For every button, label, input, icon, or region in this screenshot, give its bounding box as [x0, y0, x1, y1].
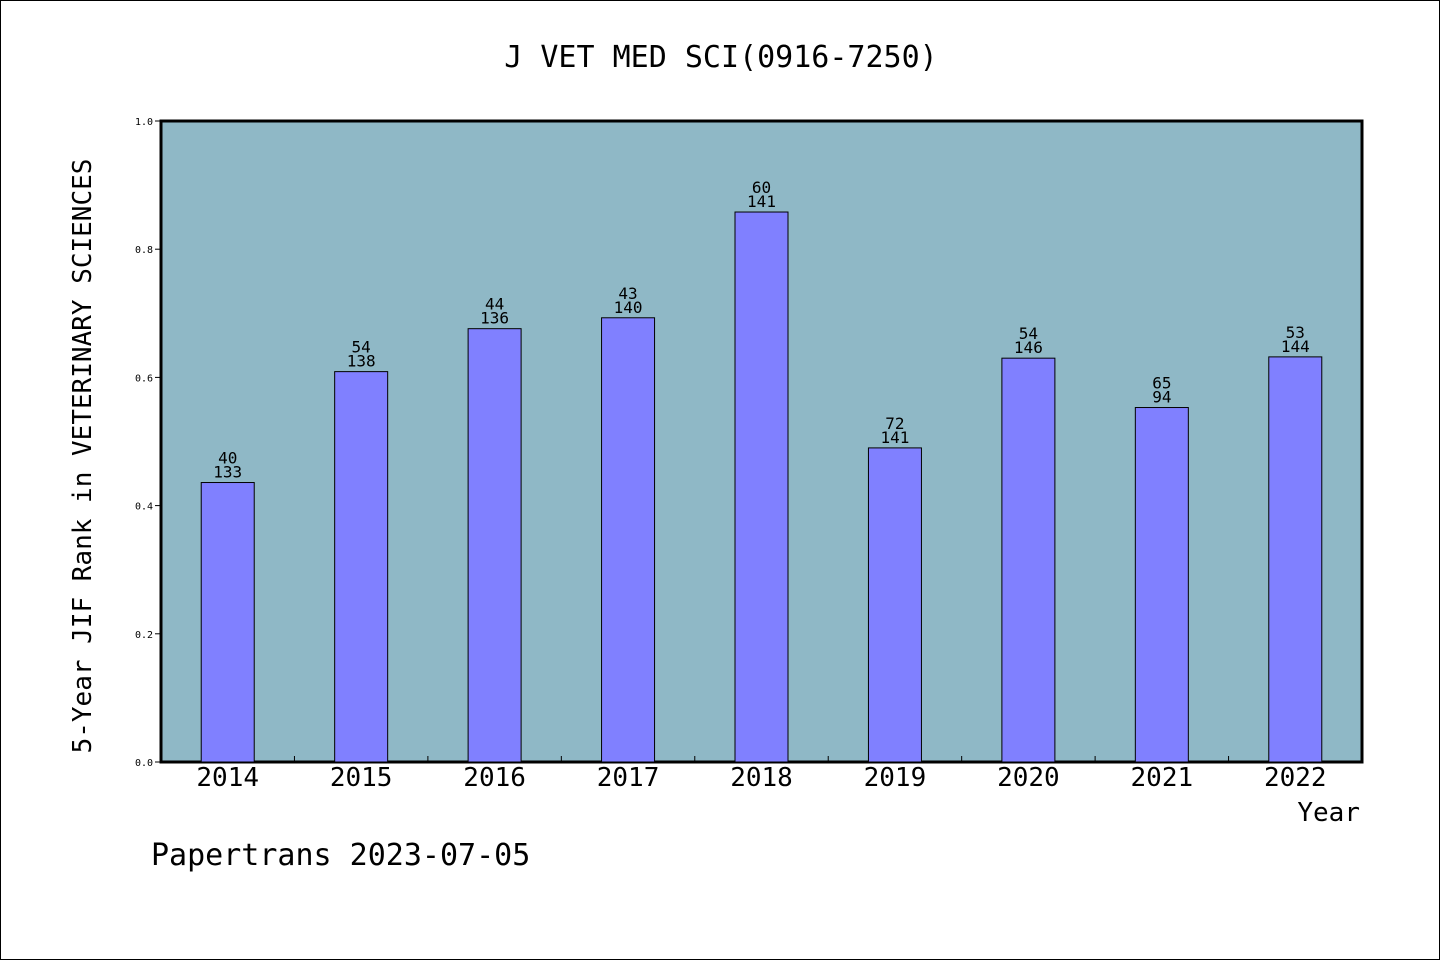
bar-total-label: 141	[747, 192, 776, 211]
footer-text: Papertrans 2023-07-05	[151, 838, 530, 873]
x-axis-label: Year	[1297, 798, 1360, 828]
bar-rank-label: 53	[1286, 323, 1305, 342]
bar-2020	[1001, 357, 1056, 763]
bar-2015	[334, 371, 389, 763]
bar-rank-label: 72	[885, 414, 904, 433]
x-tick-label: 2014	[196, 763, 259, 793]
bar-2021	[1134, 407, 1189, 763]
bar-total-label: 141	[880, 428, 909, 447]
x-tick-label: 2018	[730, 763, 793, 793]
bar-total-label: 138	[347, 352, 376, 371]
bar-rank-label: 54	[1019, 324, 1038, 343]
y-tick-label: 0.0	[135, 758, 153, 769]
x-tick-label: 2016	[463, 763, 526, 793]
bar-rank-label: 54	[352, 338, 371, 357]
y-tick-label: 1.0	[135, 117, 153, 128]
chart-title: J VET MED SCI(0916-7250)	[504, 40, 937, 75]
bar-2014	[200, 482, 255, 763]
y-tick-label: 0.4	[135, 502, 153, 513]
x-tick-label: 2021	[1131, 763, 1194, 793]
y-tick-label: 0.8	[135, 245, 153, 256]
y-tick-label: 0.2	[135, 630, 153, 641]
bar-total-label: 94	[1152, 388, 1171, 407]
bar-rank-label: 44	[485, 295, 504, 314]
bar-2017	[601, 317, 656, 763]
y-axis-label: 5-Year JIF Rank in VETERINARY SCIENCES	[68, 159, 98, 754]
bar-2019	[867, 447, 922, 763]
bar-total-label: 146	[1014, 338, 1043, 357]
bar-total-label: 133	[213, 463, 242, 482]
x-axis-ticks: 2014 2015 2016 2017 2018 2019 2020 2021 2022	[196, 756, 1327, 793]
x-tick-label: 2017	[597, 763, 660, 793]
x-tick-label: 2015	[330, 763, 393, 793]
data-labels-group: 4013354138441364314060141721415414665945…	[213, 178, 1309, 482]
bar-total-label: 136	[480, 309, 509, 328]
bar-rank-label: 40	[218, 449, 237, 468]
bar-2018	[734, 211, 789, 763]
bars-group	[200, 211, 1323, 763]
bar-rank-label: 60	[752, 178, 771, 197]
bar-rank-label: 43	[618, 284, 637, 303]
bar-total-label: 140	[614, 298, 643, 317]
y-axis-ticks: 0.0 0.2 0.4 0.6 0.8 1.0	[135, 117, 161, 769]
bar-2022	[1268, 356, 1323, 763]
bar-rank-label: 65	[1152, 374, 1171, 393]
x-tick-label: 2020	[997, 763, 1060, 793]
bar-2016	[467, 328, 522, 763]
y-tick-label: 0.6	[135, 373, 153, 384]
bar-total-label: 144	[1281, 337, 1310, 356]
x-tick-label: 2019	[864, 763, 927, 793]
x-tick-label: 2022	[1264, 763, 1327, 793]
